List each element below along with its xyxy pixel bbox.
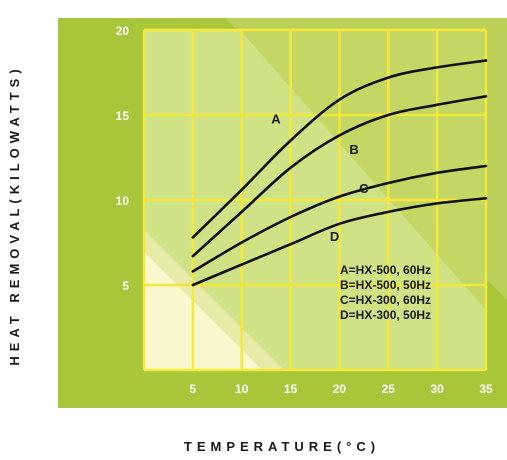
y-tick-label-10: 10	[116, 194, 130, 208]
x-tick-labels: 5 10 15 20 25 30 35	[190, 382, 493, 396]
series-line-b	[191, 95, 488, 258]
x-axis-label: TEMPERATURE(°C)	[184, 439, 380, 454]
upper-right-shade	[240, 30, 486, 310]
series-lines	[191, 59, 488, 287]
legend-entry-4: D=HX-300, 50Hz	[340, 308, 431, 322]
x-tick-label-15: 15	[284, 382, 298, 396]
light-triangle	[144, 252, 262, 370]
curve-label-a: A	[271, 112, 281, 127]
x-tick-label-5: 5	[190, 382, 197, 396]
x-tick-label-10: 10	[235, 382, 249, 396]
x-tick-label-30: 30	[430, 382, 444, 396]
y-tick-label-15: 15	[116, 109, 130, 123]
legend-entry-2: B=HX-500, 50Hz	[340, 278, 431, 292]
legend-entry-1: A=HX-500, 60Hz	[340, 263, 431, 277]
x-tick-label-35: 35	[479, 382, 493, 396]
series-line-d	[191, 197, 488, 287]
curve-label-d: D	[330, 229, 339, 244]
y-axis-label: HEAT REMOVAL(KILOWATTS)	[7, 64, 22, 365]
grid-lines	[142, 28, 488, 372]
x-tick-label-20: 20	[333, 382, 347, 396]
y-tick-labels: 5 10 15 20	[116, 24, 130, 293]
x-tick-label-25: 25	[382, 382, 396, 396]
y-tick-label-5: 5	[122, 279, 129, 293]
series-line-a	[191, 59, 488, 239]
curve-label-c: C	[359, 181, 369, 196]
y-tick-label-20: 20	[116, 24, 130, 38]
series-line-c	[191, 164, 488, 273]
curve-labels: A B C D	[271, 112, 369, 244]
curve-label-b: B	[349, 142, 358, 157]
legend-entry-3: C=HX-300, 60Hz	[340, 293, 431, 307]
